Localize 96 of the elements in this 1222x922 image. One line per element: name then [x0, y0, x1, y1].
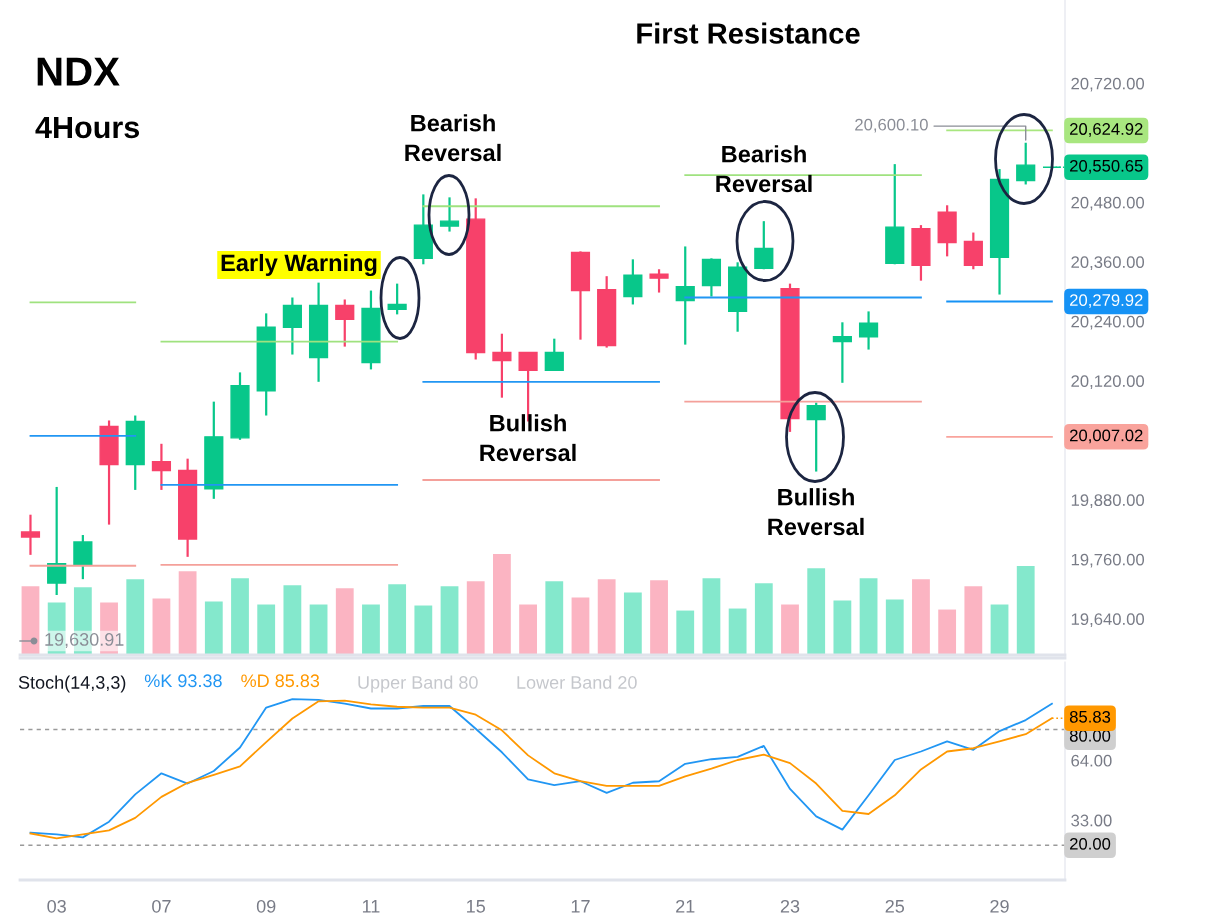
y-tick-label: 33.00	[1071, 814, 1112, 827]
bar	[545, 581, 564, 655]
x-tick-label: 29	[990, 899, 1009, 913]
bar	[885, 599, 904, 655]
bar	[126, 579, 145, 655]
text: NDX	[37, 57, 120, 86]
x-tick-label: 11	[362, 900, 380, 913]
bar	[283, 585, 302, 655]
y-tick-label: 19,760.00	[1071, 553, 1145, 568]
candlestick	[47, 485, 67, 597]
x-tick-label: 21	[676, 899, 695, 913]
annotation: Early Warning	[221, 253, 377, 277]
bar	[388, 584, 407, 655]
data-label: 20,007.02	[1070, 429, 1143, 444]
bar	[938, 609, 957, 655]
candlestick	[832, 321, 852, 384]
ref-line-label: 20.00	[1070, 837, 1111, 850]
x-tick-label: 07	[152, 899, 171, 913]
candlestick	[20, 513, 41, 556]
bar	[754, 583, 773, 655]
annotation: Bullish Reversal	[480, 414, 576, 462]
annotation: Bullish Reversal	[768, 488, 864, 536]
bar	[257, 604, 276, 655]
bar	[493, 554, 511, 655]
bar	[623, 592, 642, 655]
bar	[702, 578, 721, 655]
series-label: %D 85.83	[241, 674, 320, 688]
text: %K 93.38	[144, 674, 222, 688]
bar	[990, 604, 1009, 655]
bar	[204, 601, 223, 655]
x-tick-label: 17	[571, 900, 590, 913]
y-tick-label: 20,720.00	[1071, 77, 1145, 92]
bar	[519, 604, 537, 655]
annotation: Upper Band 80	[358, 675, 478, 693]
bar	[414, 605, 433, 655]
bar	[650, 580, 668, 655]
x-tick-label: 15	[467, 900, 485, 913]
bar	[152, 598, 171, 655]
text: 4Hours	[35, 116, 140, 139]
annotation: First Resistance	[637, 22, 860, 44]
bar	[807, 568, 826, 655]
candlestick	[649, 268, 669, 294]
y-tick-label: 20,360.00	[1071, 256, 1145, 270]
bar	[178, 571, 197, 655]
y-tick-label: 19,880.00	[1071, 494, 1145, 508]
bar	[833, 600, 852, 655]
annotation: Bearish Reversal	[716, 145, 812, 193]
annotation: 19,630.91	[45, 633, 124, 648]
annotation: Bearish Reversal	[405, 114, 501, 162]
candlestick	[282, 296, 302, 356]
bar	[781, 604, 799, 655]
bar	[362, 604, 380, 655]
bar	[571, 597, 590, 655]
candlestick	[675, 245, 695, 346]
candlestick	[73, 533, 93, 581]
candlestick	[492, 332, 512, 399]
bar	[231, 578, 249, 655]
bar	[859, 578, 878, 655]
candlestick	[858, 310, 879, 351]
bar	[964, 586, 983, 655]
bar	[676, 610, 695, 655]
y-tick-label: 20,120.00	[1071, 375, 1145, 389]
bar	[1016, 566, 1035, 655]
bar	[335, 588, 354, 655]
candlestick	[544, 337, 564, 372]
y-tick-label: 20,480.00	[1071, 196, 1145, 211]
y-tick-label: 64.00	[1071, 754, 1112, 767]
bar	[466, 581, 485, 655]
annotation: Lower Band 20	[517, 675, 637, 689]
data-label: 20,279.92	[1070, 294, 1143, 308]
candlestick	[754, 220, 774, 271]
text: Stoch(14,3,3)	[18, 675, 126, 693]
bar	[912, 579, 930, 655]
bar	[597, 579, 616, 655]
bar	[440, 586, 459, 655]
bar	[728, 608, 747, 655]
candlestick	[623, 258, 643, 306]
candlestick	[1016, 141, 1036, 186]
y-tick-label: 19,640.00	[1071, 613, 1145, 627]
bar	[21, 586, 40, 655]
y-tick-label: 20,240.00	[1071, 315, 1145, 330]
candlestick	[387, 282, 407, 316]
data-label: 20,624.92	[1070, 123, 1143, 137]
x-tick-label: 23	[780, 899, 800, 913]
x-tick-label: 03	[47, 899, 66, 913]
candlestick	[806, 401, 826, 473]
candlestick	[439, 196, 460, 233]
x-tick-label: 25	[885, 899, 905, 913]
text: 20,550.65	[1070, 159, 1143, 174]
text: 20,600.10	[855, 118, 928, 133]
x-tick-label: 09	[256, 899, 276, 913]
candlestick	[335, 298, 355, 348]
bar	[309, 604, 328, 655]
candlestick	[151, 442, 172, 492]
data-label: 85.83	[1069, 710, 1111, 723]
candlestick	[963, 231, 983, 271]
